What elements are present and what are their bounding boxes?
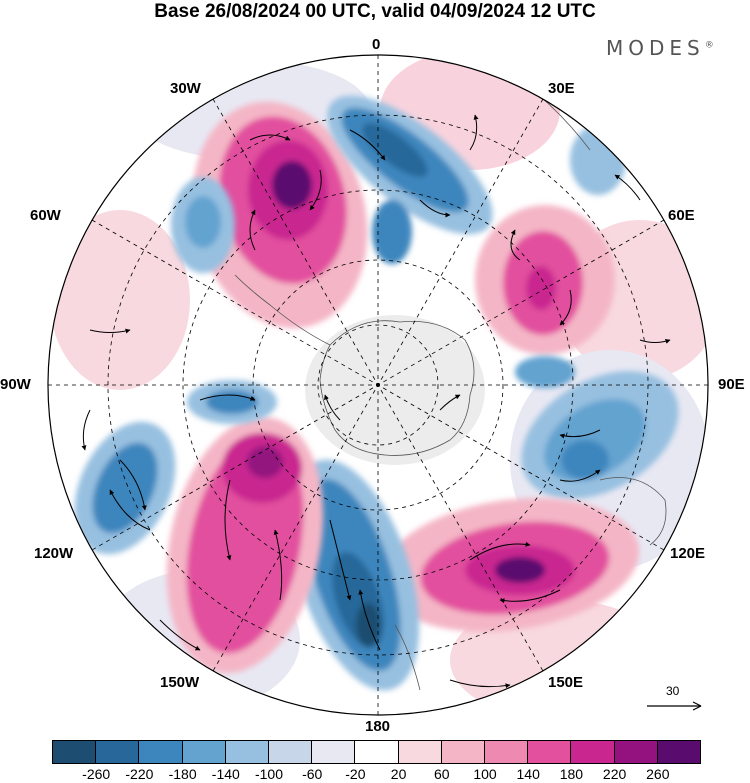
colorbar-swatch xyxy=(570,740,615,764)
colorbar-swatch xyxy=(138,740,183,764)
colorbar-tick-label: 220 xyxy=(602,766,627,782)
colorbar-tick-labels: -260 -220 -180 -140 -100 -60 -20 20 60 100 140 180 2… xyxy=(0,766,750,783)
brand-mark: ® xyxy=(704,40,714,51)
colorbar-swatch xyxy=(52,740,97,764)
lon-label-90e: 90E xyxy=(718,376,745,393)
reference-vector-arrow xyxy=(647,701,702,711)
colorbar-tick-label: 20 xyxy=(390,766,407,782)
colorbar-tick-label: 180 xyxy=(559,766,584,782)
colorbar-tick-label: 60 xyxy=(434,766,450,782)
colorbar-tick-label: -140 xyxy=(211,766,240,782)
polar-stereographic-map xyxy=(47,54,709,716)
colorbar-swatch xyxy=(181,740,226,764)
colorbar-swatch xyxy=(397,740,442,764)
colorbar-swatch xyxy=(95,740,140,764)
colorbar-swatch xyxy=(613,740,658,764)
colorbar-tick-label: -180 xyxy=(168,766,197,782)
lon-label-0: 0 xyxy=(372,36,381,53)
lon-label-30w: 30W xyxy=(170,80,201,97)
colorbar-swatch xyxy=(224,740,270,764)
reference-vector-label: 30 xyxy=(666,684,680,698)
colorbar-tick-label: -220 xyxy=(125,766,154,782)
colorbar-tick-label: -20 xyxy=(345,766,366,782)
colorbar-swatch xyxy=(527,740,572,764)
colorbar-swatch xyxy=(354,740,399,764)
lon-label-60e: 60E xyxy=(668,207,695,224)
brand-name: MODES xyxy=(606,36,705,60)
colorbar-swatch xyxy=(440,740,486,764)
lon-label-180: 180 xyxy=(365,718,391,735)
colorbar-swatch xyxy=(656,740,702,764)
colorbar-swatch xyxy=(484,740,529,764)
lon-label-120e: 120E xyxy=(670,545,706,562)
colorbar-tick-label: 140 xyxy=(516,766,540,782)
lon-label-150w: 150W xyxy=(160,674,200,691)
pole-marker xyxy=(376,383,380,387)
colorbar-tick-label: -100 xyxy=(254,766,284,782)
lon-label-150e: 150E xyxy=(548,674,584,691)
lon-label-120w: 120W xyxy=(34,545,74,562)
colorbar xyxy=(52,740,702,764)
map-border xyxy=(47,54,709,716)
colorbar-tick-label: -60 xyxy=(302,766,323,782)
colorbar-tick-label: 260 xyxy=(646,766,670,782)
brand-logo: MODES® xyxy=(606,36,714,60)
colorbar-swatch xyxy=(311,740,356,764)
colorbar-tick-label: -260 xyxy=(82,766,111,782)
lon-label-90w: 90W xyxy=(0,376,31,393)
colorbar-tick-label: 100 xyxy=(473,766,497,782)
lon-label-60w: 60W xyxy=(30,207,61,224)
lon-label-30e: 30E xyxy=(548,80,575,97)
colorbar-swatch xyxy=(268,740,313,764)
map-title: Base 26/08/2024 00 UTC, valid 04/09/2024… xyxy=(154,1,596,22)
